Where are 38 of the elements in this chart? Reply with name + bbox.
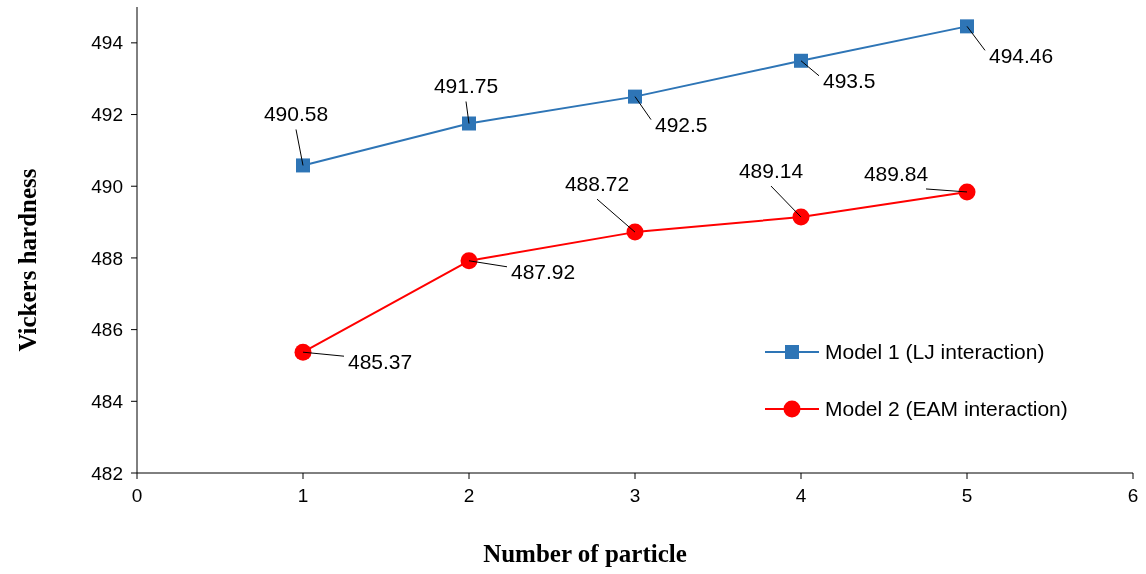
data-label: 491.75 [433,74,499,98]
data-label: 488.72 [564,172,630,196]
data-label: 490.58 [263,102,329,126]
data-label: 494.46 [989,43,1054,67]
y-tick-label: 486 [91,319,123,341]
data-label: 492.5 [655,112,708,136]
point [626,223,644,241]
y-tick-label: 494 [91,32,124,54]
data-label: 493.5 [823,69,876,93]
y-tick-label: 490 [91,175,123,197]
x-tick-label: 6 [1127,485,1139,506]
data-label: 489.14 [738,158,804,182]
x-tick-label: 3 [629,485,641,506]
point [460,252,478,270]
data-label: 485.37 [348,349,413,373]
y-axis-title: Vickers hardness [14,168,41,352]
data-label: 487.92 [511,260,576,284]
legend-label: Model 1 (LJ interaction) [825,340,1045,364]
point [792,208,810,226]
y-tick-label: 488 [91,247,123,269]
point [294,343,312,361]
point [794,53,808,68]
point [628,89,642,104]
x-tick-label: 5 [961,485,973,506]
x-axis-title: Number of particle [483,540,687,567]
legend-label: Model 2 (EAM interaction) [825,397,1068,421]
x-tick-label: 2 [463,485,475,506]
point [958,183,976,201]
y-tick-label: 484 [91,390,124,412]
x-tick-label: 1 [297,485,309,506]
point [462,116,476,131]
x-tick-label: 0 [131,485,143,506]
x-tick-label: 4 [795,485,807,506]
y-tick-label: 482 [91,462,123,484]
point [296,158,310,173]
point [960,19,974,34]
y-tick-label: 492 [91,104,123,126]
data-label: 489.84 [863,161,929,185]
